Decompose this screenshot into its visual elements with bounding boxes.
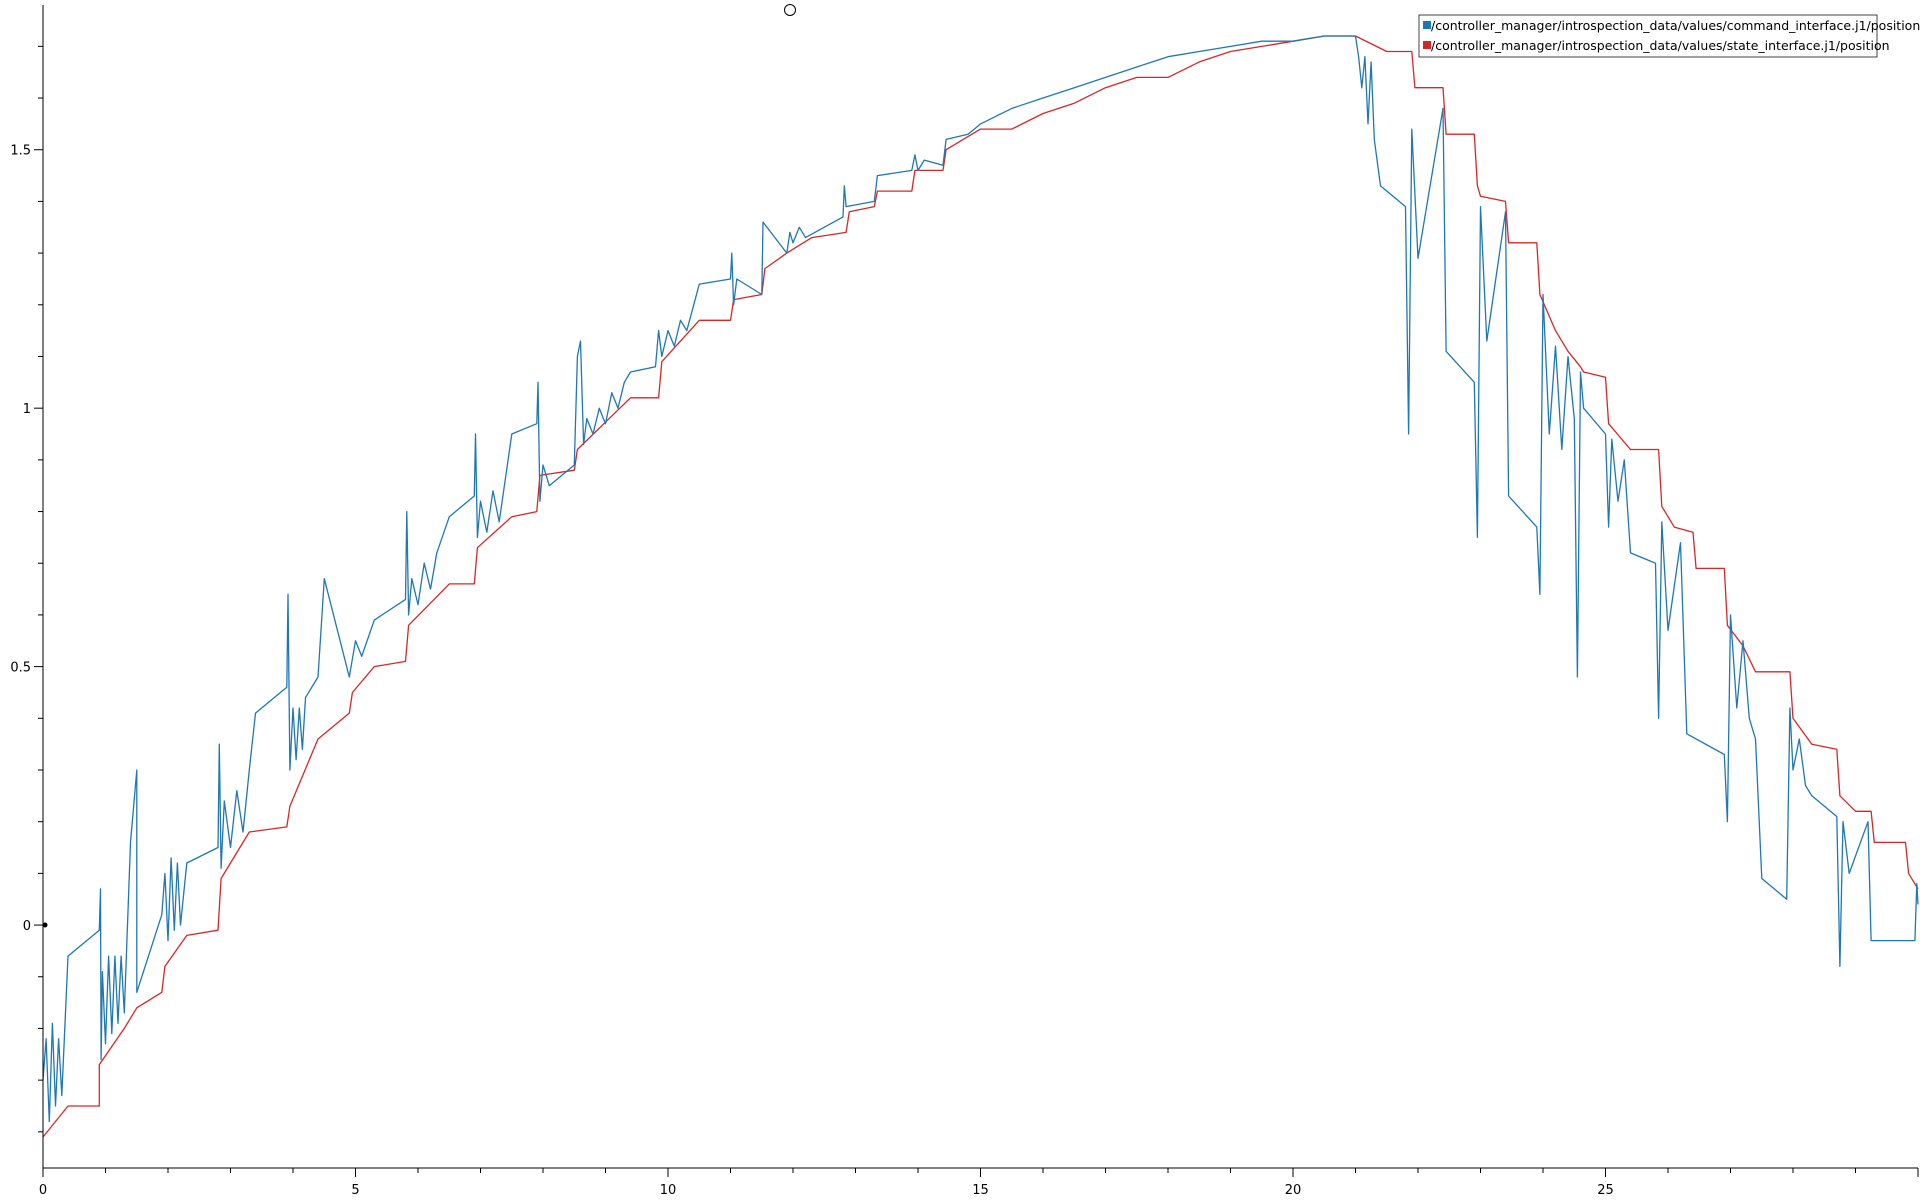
origin-marker: [42, 922, 48, 928]
x-ticks: 0 5 10 15 20 25: [39, 1168, 1919, 1198]
legend-label: /controller_manager/introspection_data/v…: [1431, 38, 1890, 53]
x-tick-label: 10: [660, 1183, 677, 1198]
x-tick-label: 15: [972, 1183, 989, 1198]
legend-label: /controller_manager/introspection_data/v…: [1431, 18, 1920, 33]
legend-box: [1418, 14, 1878, 58]
legend-swatch: [1423, 41, 1431, 49]
reset-view-handle[interactable]: [784, 4, 796, 16]
y-ticks: 0 0.5 1 1.5: [10, 45, 43, 1133]
y-tick-label: 0.5: [10, 661, 31, 676]
series-line-1: [42, 35, 1919, 1138]
y-tick-label: 1: [23, 402, 31, 417]
legend-swatch: [1423, 21, 1431, 29]
x-tick-label: 0: [39, 1183, 47, 1198]
y-tick-label: 0: [23, 919, 31, 934]
series-line-0: [42, 35, 1919, 1123]
legend: /controller_manager/introspection_data/v…: [1418, 14, 1920, 58]
y-tick-label: 1.5: [10, 144, 31, 159]
x-tick-label: 25: [1597, 1183, 1614, 1198]
series-layer: [42, 35, 1919, 1138]
x-tick-label: 20: [1285, 1183, 1302, 1198]
x-tick-label: 5: [351, 1183, 359, 1198]
axes: 0 5 10 15 20 25 0 0.5 1 1.5: [10, 5, 1919, 1198]
